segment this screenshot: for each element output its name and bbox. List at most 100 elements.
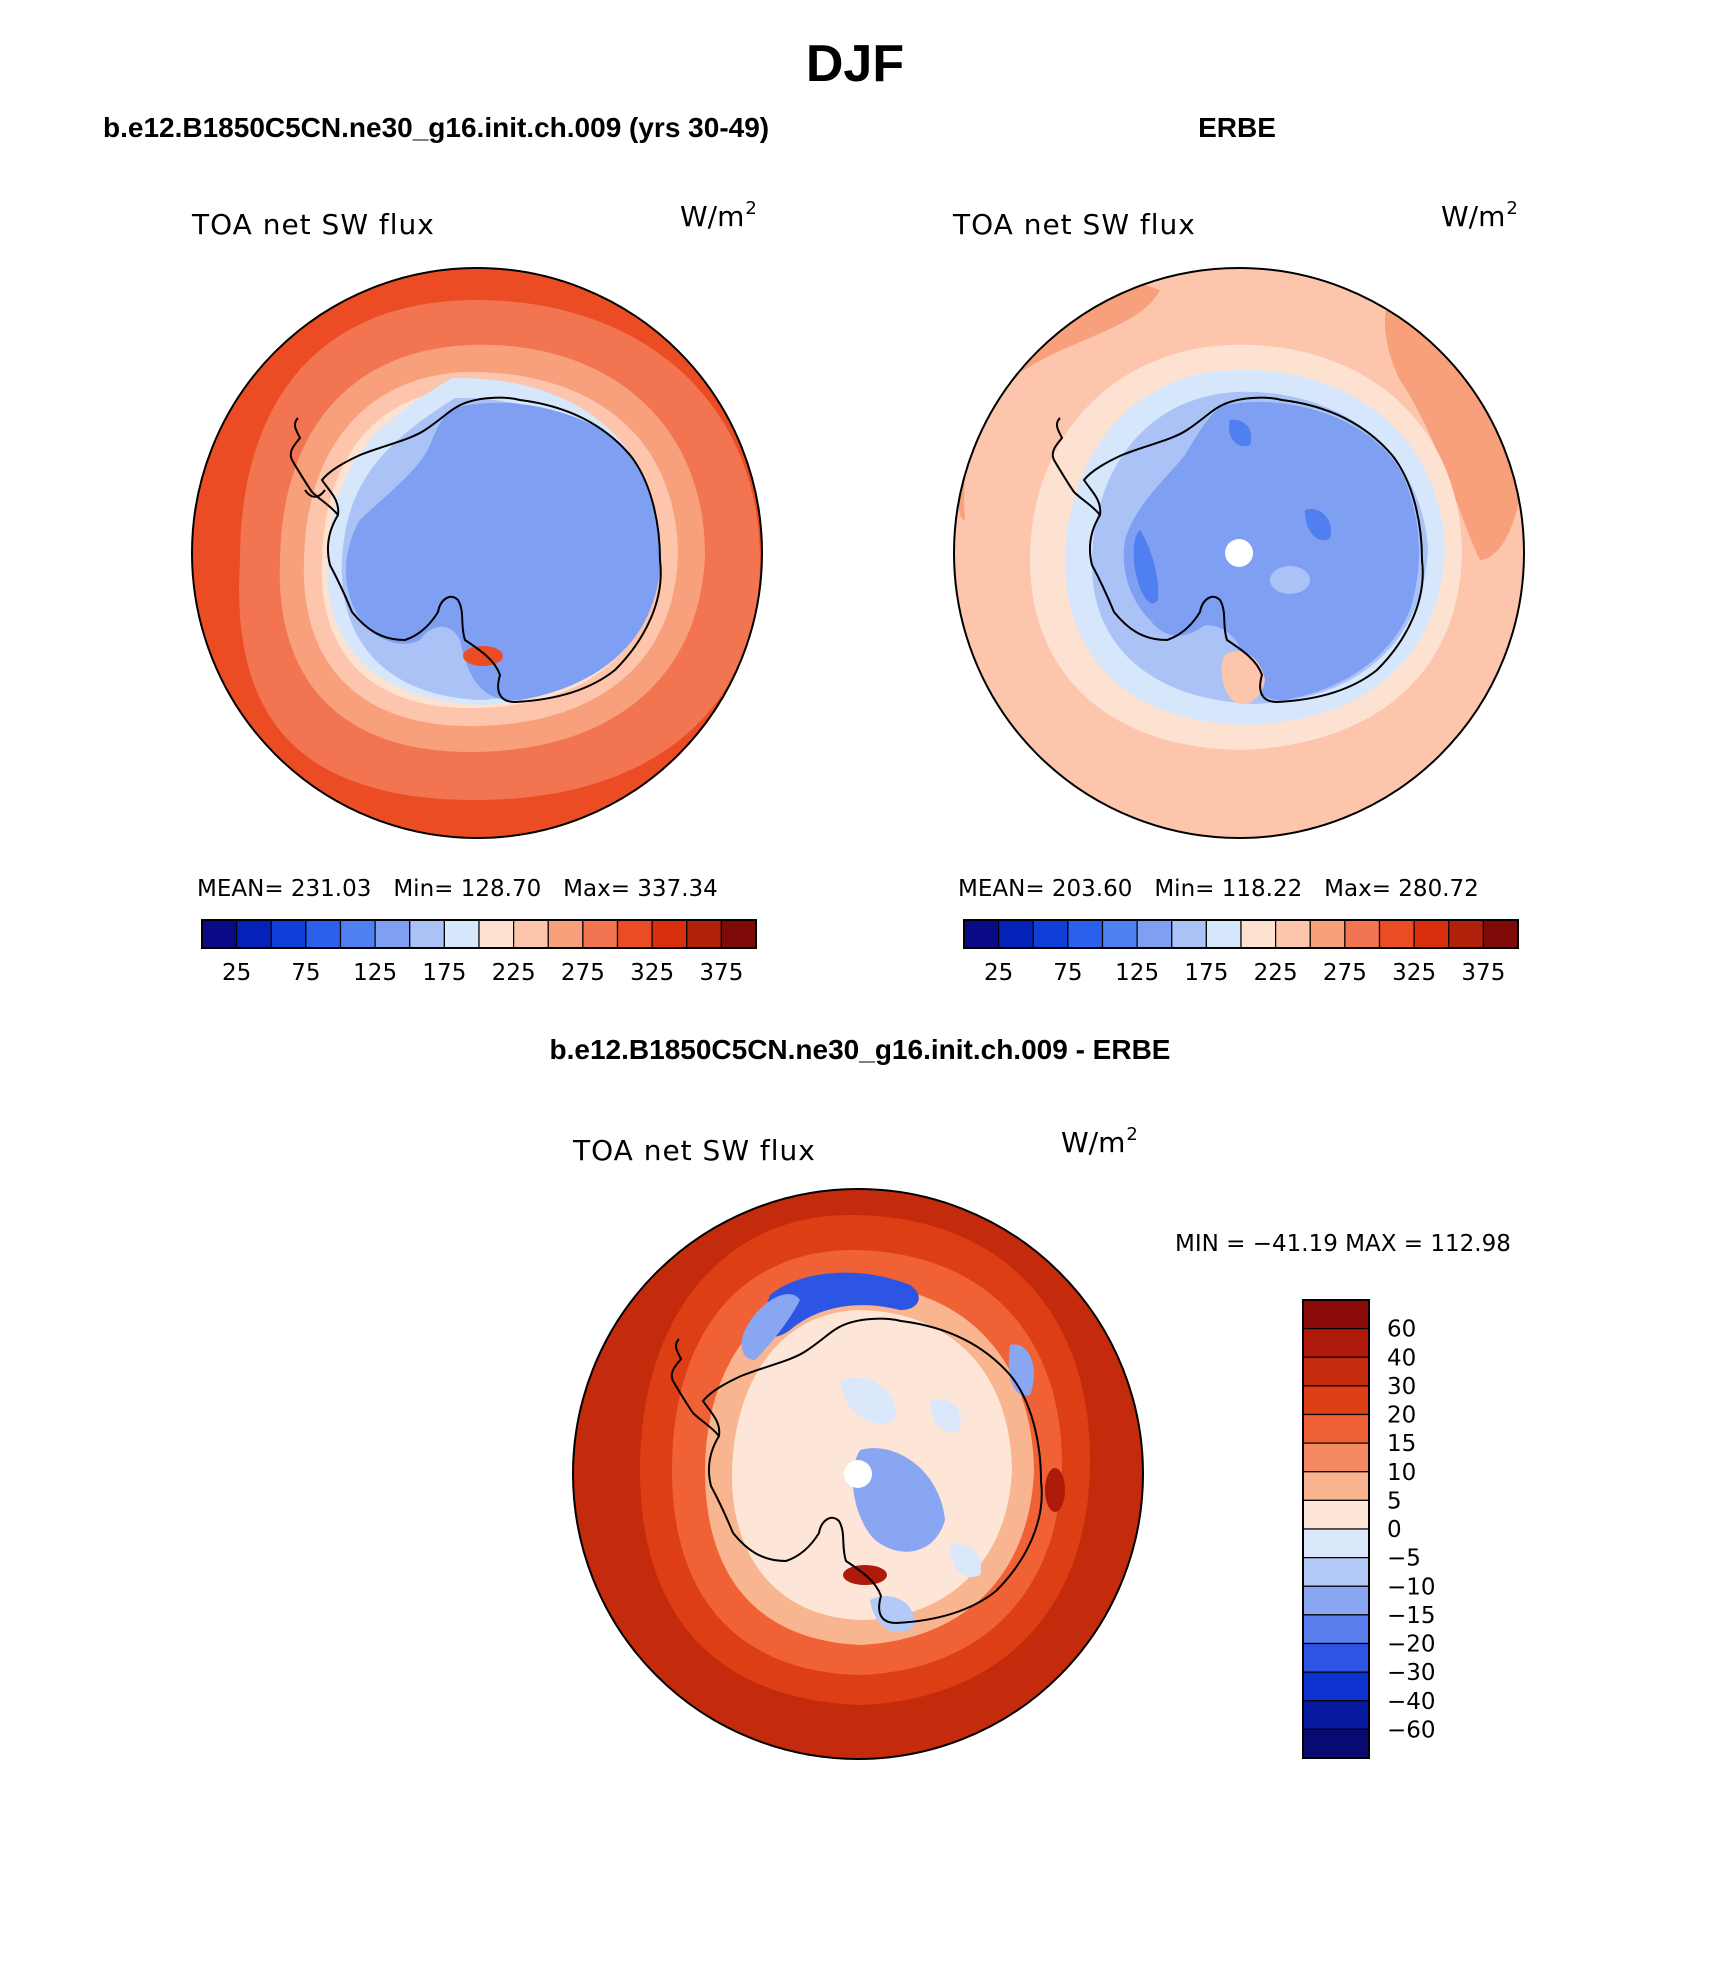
obs-peninsula [1051,417,1101,516]
obs-colorbar-box [1101,919,1138,949]
model-colorbar-box [443,919,480,949]
model-colorbar-tick-label: 75 [291,960,320,986]
diff-colorbar-tick-label: 10 [1387,1460,1416,1486]
diff-colorbar-tick-label: 60 [1387,1317,1416,1343]
model-colorbar-tick-label: 175 [422,960,466,986]
obs-colorbar-box [1482,919,1519,949]
model-colorbar-box [616,919,653,949]
model-colorbar-tick-label: 25 [222,960,251,986]
diff-light-patches [840,1377,981,1577]
diff-colorbar-box [1302,1528,1370,1559]
diff-colorbar-box [1302,1557,1370,1587]
obs-colorbar-box [1275,919,1311,949]
obs-peach-tongue [1221,651,1265,704]
diff-colorbar-box [1302,1413,1370,1444]
diff-blue-arc-light [741,1294,800,1360]
obs-colorbar-box [1240,919,1277,949]
diff-pole-hole [844,1460,872,1488]
diff-colorbar-box [1302,1471,1370,1501]
season-title: DJF [805,35,905,93]
model-colorbar-tick-label: 125 [353,960,397,986]
model-colorbar-box [236,919,272,949]
obs-colorbar-box [1067,919,1104,949]
diff-colorbar-tick-label: −20 [1387,1632,1436,1658]
obs-stats: MEAN= 203.60 Min= 118.22 Max= 280.72 [958,876,1479,902]
diff-colorbar-box [1302,1385,1370,1416]
diff-coastline [701,1317,1043,1625]
obs-coastline [1082,396,1424,704]
diff-colorbar-tick-label: −60 [1387,1717,1436,1743]
model-colorbar-box [374,919,411,949]
obs-colorbar-box [1448,919,1484,949]
diff-stats: MIN = −41.19 MAX = 112.98 [1175,1231,1511,1257]
obs-colorbar-box [1032,919,1069,949]
diff-colorbar-tick-label: 0 [1387,1517,1402,1543]
obs-panel-title: ERBE [1198,112,1276,143]
model-units: W/m2 [680,198,757,233]
diff-colorbar-tick-label: 15 [1387,1431,1416,1457]
diff-colorbar-box [1302,1328,1370,1358]
diff-colorbar-box [1302,1614,1370,1645]
obs-dark-patch-1 [1133,530,1159,604]
model-colorbar-frame [201,919,757,949]
diff-peninsula [670,1338,720,1437]
model-colorbar-tick-label: 225 [492,960,536,986]
obs-colorbar-box [963,919,1000,949]
model-hotspot [463,646,503,666]
diff-blue-center-light [852,1448,945,1552]
obs-light-patch [1270,566,1310,594]
diff-colorbar-tick-label: −40 [1387,1689,1436,1715]
diff-blue-arc [763,1272,919,1337]
diff-colorbar-box [1302,1442,1370,1473]
obs-dark-patch-3 [1229,419,1252,447]
model-coastline [304,396,662,704]
diff-east-hotspot [1045,1468,1065,1512]
diff-colorbar-tick-label: 20 [1387,1403,1416,1429]
diff-colorbar-box [1302,1299,1370,1330]
obs-colorbar-box [1136,919,1173,949]
obs-map [953,267,1525,839]
model-stats: MEAN= 231.03 Min= 128.70 Max= 337.34 [197,876,718,902]
diff-colorbar-box [1302,1499,1370,1530]
obs-colorbar-tick-label: 325 [1392,960,1436,986]
model-colorbar-box [305,919,342,949]
model-colorbar-tick-label: 325 [630,960,674,986]
diff-colorbar-frame [1302,1299,1370,1759]
diff-map [572,1188,1144,1760]
obs-antarctica [1123,401,1420,701]
model-colorbar-box [478,919,515,949]
model-colorbar-box [270,919,307,949]
model-variable-label: TOA net SW flux [192,208,435,241]
obs-colorbar-tick-label: 75 [1053,960,1082,986]
model-map-border [191,267,763,839]
model-colorbar-box [409,919,445,949]
diff-colorbar-box [1302,1671,1370,1702]
diff-colorbar-tick-label: −5 [1387,1546,1421,1572]
diff-colorbar-box [1302,1642,1370,1673]
obs-colorbar-box [998,919,1034,949]
diff-colorbar-tick-label: 30 [1387,1374,1416,1400]
diff-colorbar-tick-label: −10 [1387,1574,1436,1600]
diff-colorbar-tick-label: 40 [1387,1345,1416,1371]
model-colorbar: 25 75 125 175 225 275 325 375 [201,919,757,986]
model-map [191,267,763,839]
obs-variable-label: TOA net SW flux [953,208,1196,241]
obs-colorbar-box [1205,919,1242,949]
diff-variable-label: TOA net SW flux [573,1134,816,1167]
diff-colorbar-box [1302,1356,1370,1387]
obs-units: W/m2 [1441,198,1518,233]
obs-colorbar-box [1378,919,1415,949]
obs-colorbar-tick-label: 375 [1461,960,1505,986]
model-colorbar-tick-label: 275 [561,960,605,986]
model-colorbar-box [547,919,584,949]
obs-colorbar-box [1309,919,1346,949]
model-colorbar-box [686,919,722,949]
model-antarctica [345,402,661,701]
obs-colorbar-frame [963,919,1519,949]
obs-colorbar-box [1344,919,1381,949]
diff-colorbar-box [1302,1700,1370,1730]
obs-map-border [953,267,1525,839]
model-colorbar-box [651,919,688,949]
